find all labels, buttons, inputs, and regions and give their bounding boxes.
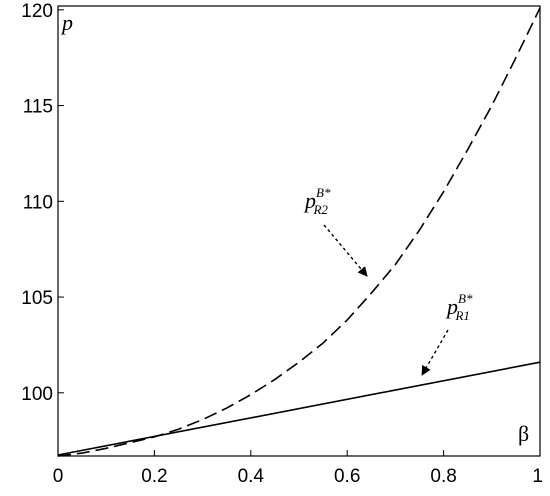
svg-text:pB*R1: pB* R1 xyxy=(445,291,473,323)
annotation-arrow-r2 xyxy=(323,224,368,277)
y-axis-label: p xyxy=(60,10,73,35)
y-tick-label: 105 xyxy=(21,288,53,309)
series-layer xyxy=(57,7,541,457)
x-axis-ticks: 0 0.2 0.4 0.6 0.8 1 xyxy=(53,450,543,487)
x-tick-label: 0.6 xyxy=(334,466,360,487)
plot-frame xyxy=(57,5,541,457)
series-label-r1-main: p xyxy=(445,294,458,319)
series-line-r1 xyxy=(57,361,541,456)
y-tick-label: 100 xyxy=(21,384,53,405)
y-axis-ticks: 100 105 110 115 120 xyxy=(21,1,64,405)
y-tick-label: 110 xyxy=(23,192,53,213)
series-label-r2-sub: R2 xyxy=(312,202,328,217)
x-axis-label: β xyxy=(518,421,529,446)
svg-text:pB*R2: pB* R2 xyxy=(303,185,331,217)
y-tick-label: 115 xyxy=(23,97,53,118)
series-label-r1-sub: R1 xyxy=(454,308,469,323)
series-line-r2 xyxy=(57,7,541,457)
series-label-r2-sup: B* xyxy=(316,185,331,200)
series-label-r2: pB* R2 xyxy=(303,185,331,217)
x-tick-label: 0.2 xyxy=(141,466,167,487)
x-tick-label: 0.4 xyxy=(238,466,265,487)
x-tick-label: 0.8 xyxy=(430,466,456,487)
series-label-r1: pB* R1 xyxy=(445,291,473,323)
y-tick-label: 120 xyxy=(21,1,53,22)
series-label-r1-sup: B* xyxy=(458,291,473,306)
series-label-r2-main: p xyxy=(303,188,316,213)
x-tick-label: 1 xyxy=(532,466,543,487)
x-tick-label: 0 xyxy=(53,466,64,487)
annotation-arrow-r1 xyxy=(421,329,449,376)
